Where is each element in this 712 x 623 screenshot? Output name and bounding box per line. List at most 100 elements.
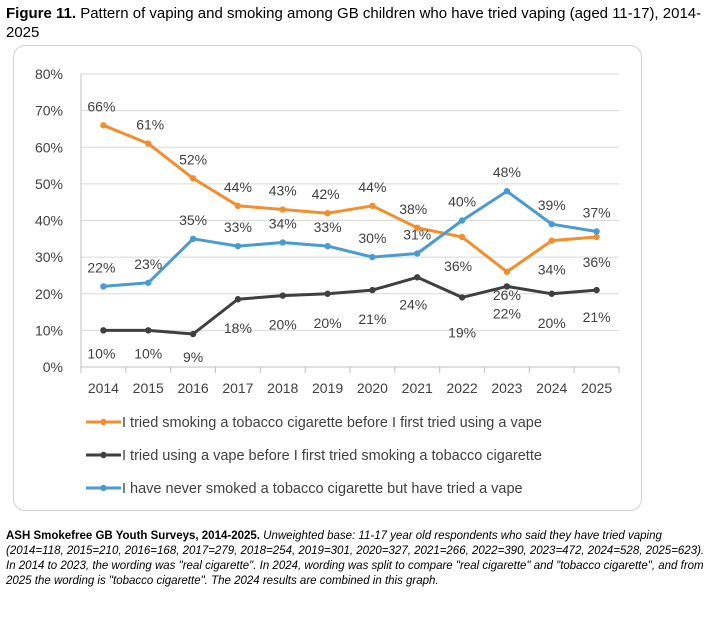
data-point — [458, 294, 466, 301]
data-point — [593, 228, 600, 235]
data-label: 20% — [269, 317, 297, 333]
data-label: 18% — [224, 320, 252, 336]
data-label: 10% — [87, 345, 115, 361]
data-point — [414, 274, 421, 281]
data-point — [145, 279, 152, 286]
figure-label: Figure 11. — [6, 5, 77, 22]
data-label: 26% — [493, 287, 521, 303]
data-label: 34% — [538, 262, 566, 278]
figure-title: Figure 11. Pattern of vaping and smoking… — [6, 4, 706, 42]
data-point — [234, 202, 242, 210]
x-tick-label: 2020 — [357, 380, 388, 396]
x-tick-label: 2018 — [267, 380, 298, 396]
data-point — [279, 292, 286, 299]
y-tick-label: 0% — [43, 359, 63, 375]
data-point — [593, 233, 600, 241]
x-tick-label: 2025 — [581, 380, 612, 396]
data-point — [369, 253, 376, 261]
data-point — [324, 290, 331, 297]
data-point — [458, 233, 466, 241]
x-tick-label: 2019 — [312, 380, 343, 396]
data-point — [189, 330, 197, 338]
footnote-source: ASH Smokefree GB Youth Surveys, 2014-202… — [6, 530, 260, 542]
x-tick-label: 2014 — [88, 380, 119, 396]
data-point — [145, 140, 152, 147]
y-tick-label: 80% — [35, 66, 63, 82]
legend-label-1: I tried smoking a tobacco cigarette befo… — [122, 415, 542, 431]
data-point — [279, 239, 286, 246]
data-point — [503, 188, 511, 195]
data-label: 42% — [312, 186, 340, 202]
y-tick-label: 40% — [35, 213, 63, 229]
data-point — [189, 175, 197, 182]
data-point — [414, 224, 421, 232]
data-label: 24% — [399, 296, 427, 312]
data-label: 21% — [583, 309, 611, 325]
data-label: 9% — [183, 349, 203, 365]
data-label: 22% — [87, 259, 115, 275]
data-label: 20% — [314, 315, 342, 331]
legend-marker-2 — [100, 451, 107, 459]
data-label: 36% — [444, 258, 472, 274]
data-label: 33% — [224, 219, 252, 235]
data-point — [100, 327, 107, 334]
series-line-1 — [102, 123, 597, 274]
data-point — [189, 235, 197, 243]
data-label: 61% — [136, 117, 164, 133]
data-point — [548, 237, 555, 244]
legend-label-3: I have never smoked a tobacco cigarette … — [122, 481, 523, 497]
data-point — [100, 122, 107, 129]
data-point — [369, 202, 376, 210]
legend-label-2: I tried using a vape before I first trie… — [122, 448, 542, 464]
x-tick-label: 2016 — [178, 380, 209, 396]
data-label: 30% — [358, 230, 386, 246]
data-label: 39% — [538, 197, 566, 213]
data-label: 10% — [134, 345, 162, 361]
data-label: 44% — [358, 179, 386, 195]
y-tick-label: 70% — [35, 103, 63, 119]
x-tick-label: 2023 — [491, 380, 522, 396]
y-tick-label: 20% — [35, 286, 63, 302]
legend-marker-3 — [100, 484, 107, 492]
data-label: 34% — [269, 215, 297, 231]
data-point — [100, 283, 107, 290]
data-label: 40% — [448, 194, 476, 210]
data-label: 23% — [134, 256, 162, 272]
data-point — [503, 283, 511, 290]
data-point — [369, 286, 376, 294]
data-point — [145, 327, 152, 334]
data-label: 31% — [403, 226, 431, 242]
data-label: 66% — [87, 98, 115, 114]
y-tick-label: 30% — [35, 249, 63, 265]
y-tick-label: 10% — [35, 322, 63, 338]
data-label: 33% — [314, 219, 342, 235]
data-label: 20% — [538, 315, 566, 331]
x-tick-label: 2021 — [402, 380, 433, 396]
data-point — [458, 217, 466, 224]
series-line-3 — [103, 189, 597, 288]
data-label: 35% — [179, 212, 207, 228]
data-point — [324, 242, 331, 250]
data-point — [279, 206, 286, 213]
data-label: 22% — [493, 305, 521, 321]
data-point — [593, 286, 600, 294]
data-point — [234, 296, 242, 303]
x-tick-label: 2022 — [447, 380, 478, 396]
x-tick-label: 2024 — [536, 380, 567, 396]
data-label: 38% — [399, 201, 427, 217]
data-point — [234, 242, 242, 250]
figure-title-text: Pattern of vaping and smoking among GB c… — [6, 5, 702, 41]
data-label: 44% — [224, 179, 252, 195]
y-tick-label: 50% — [35, 176, 63, 192]
data-point — [548, 290, 555, 297]
data-point — [548, 220, 555, 228]
data-label: 21% — [358, 311, 386, 327]
footnote-text: Unweighted base: 11-17 year old responde… — [6, 530, 705, 587]
data-label: 19% — [448, 324, 476, 340]
legend-marker-1 — [100, 418, 107, 426]
x-tick-label: 2017 — [222, 380, 253, 396]
data-label: 48% — [493, 164, 521, 180]
data-label: 37% — [583, 204, 611, 220]
data-label: 52% — [179, 151, 207, 167]
